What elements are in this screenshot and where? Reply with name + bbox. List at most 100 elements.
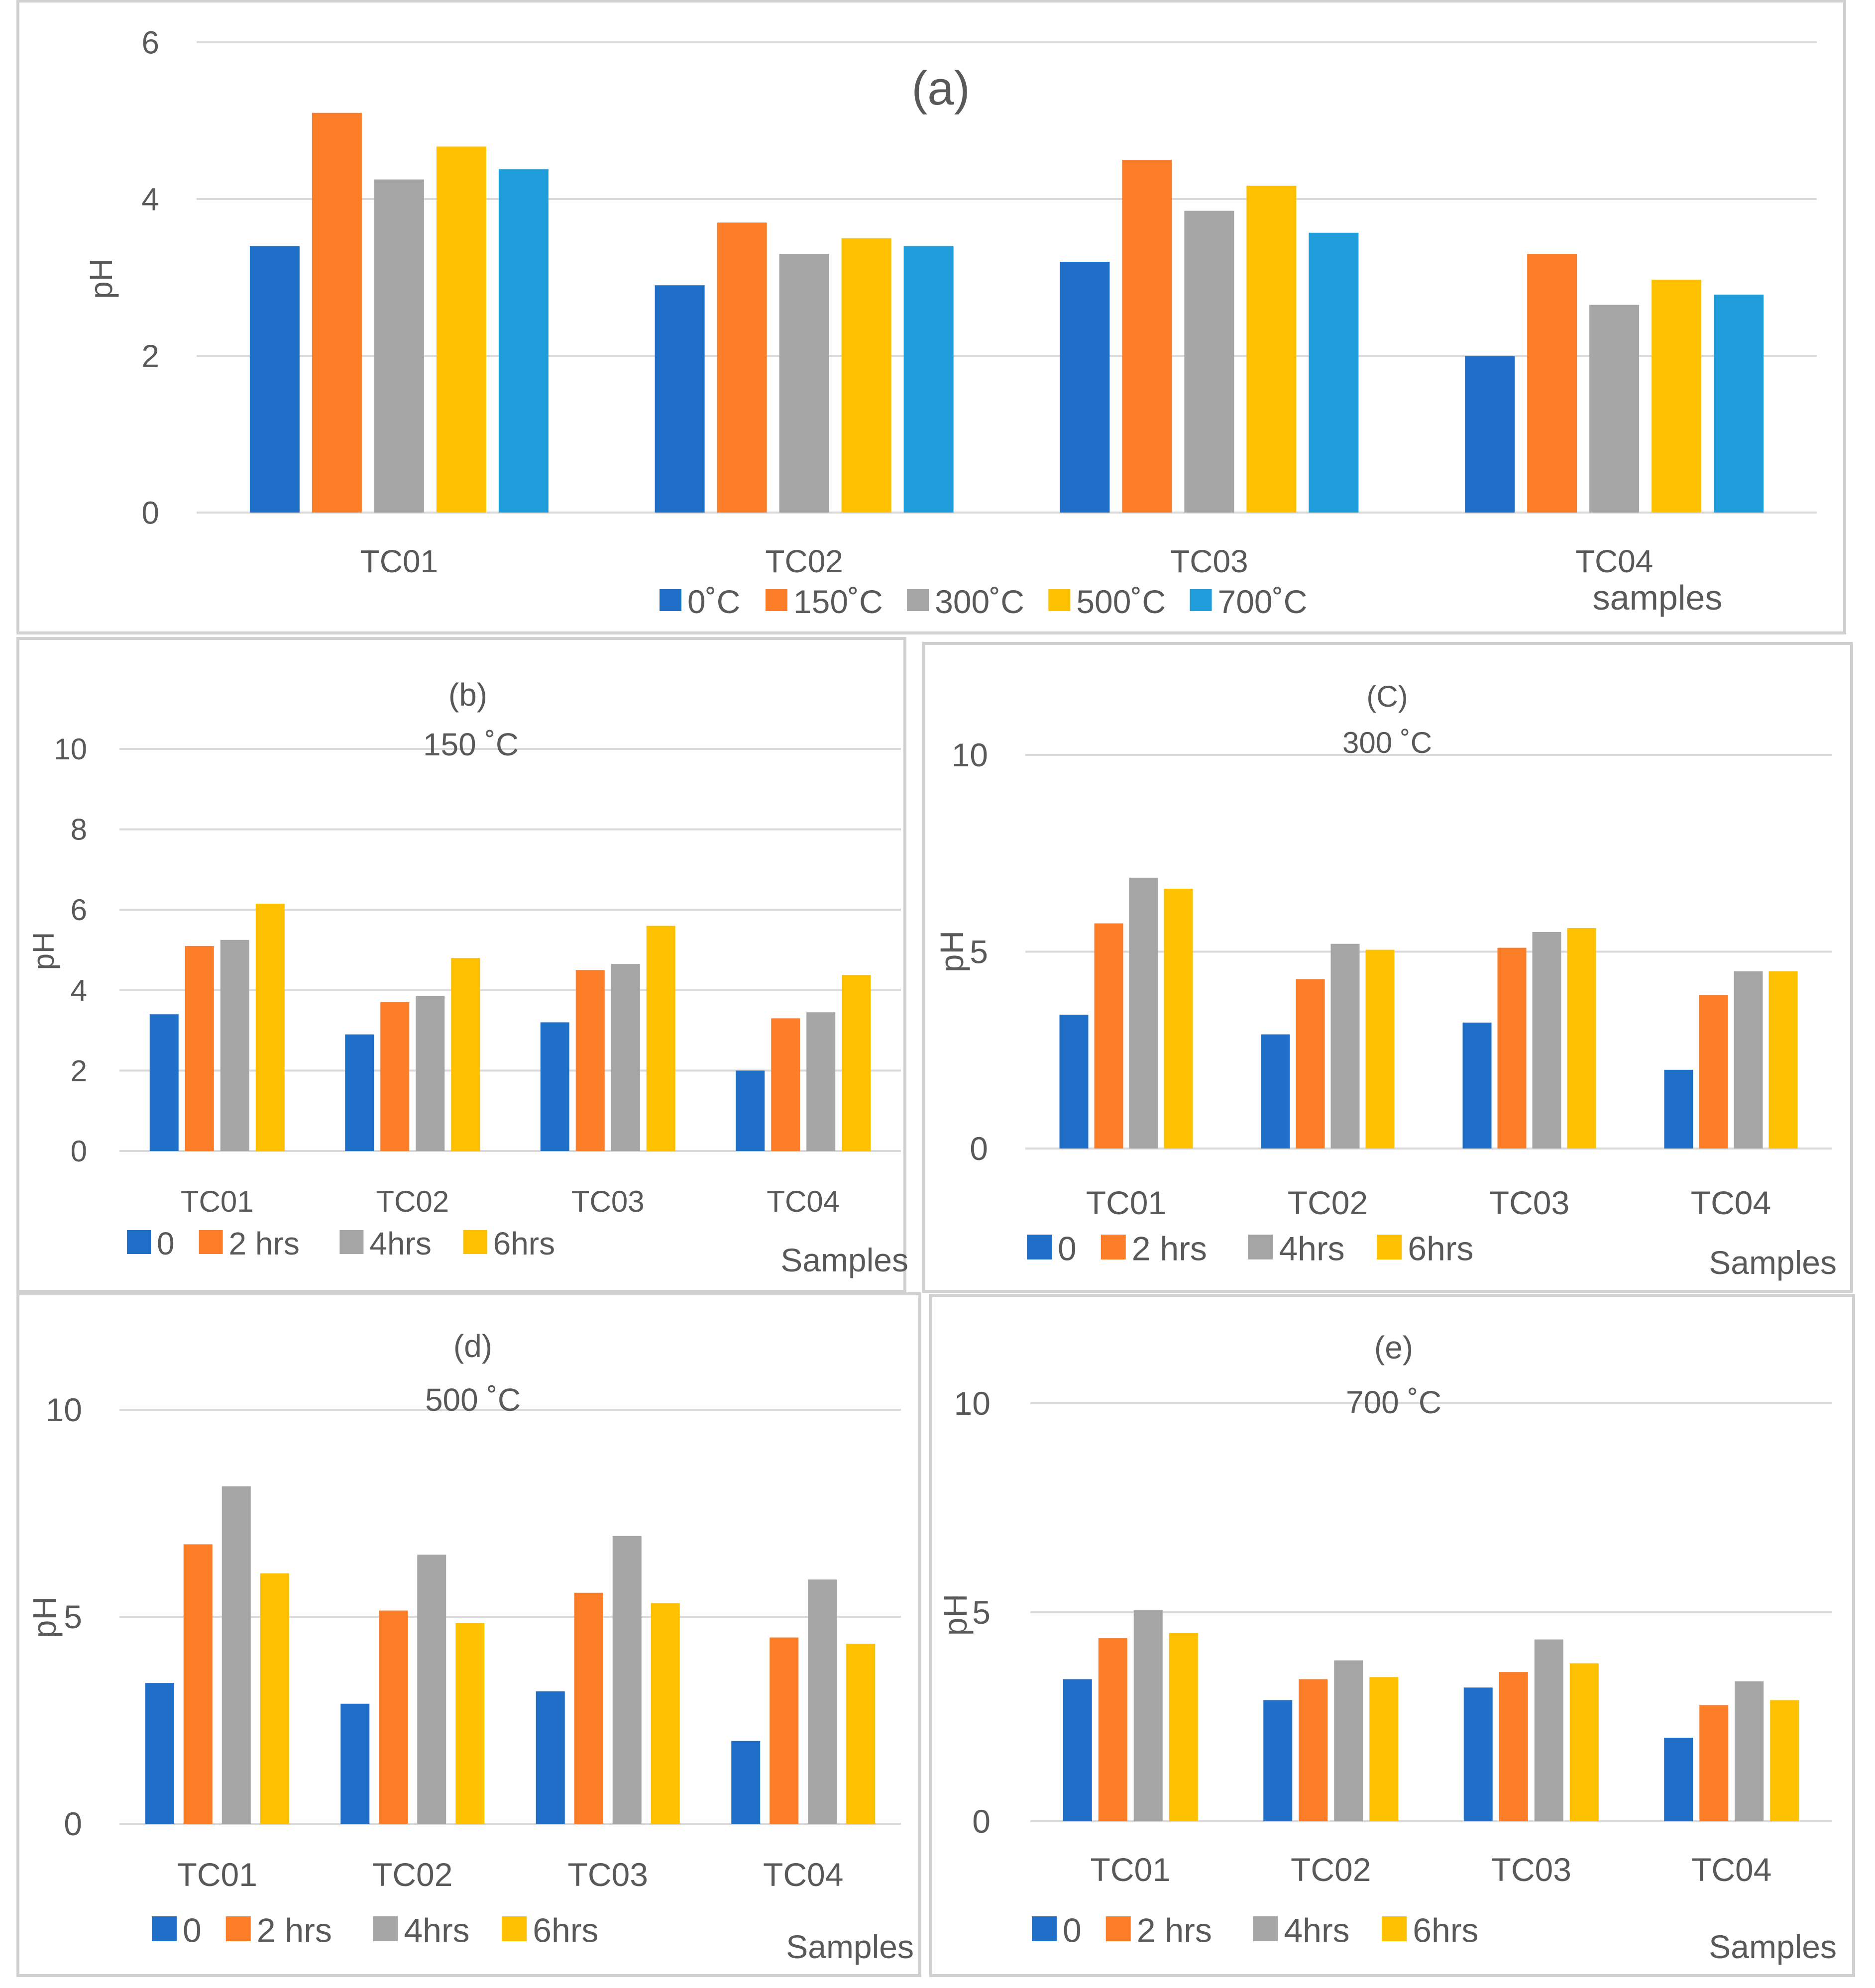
chart-subtitle: 150 ˚C [423, 727, 519, 762]
bar-tc02-2hrs [1296, 979, 1325, 1149]
legend: 0 2 hrs 4hrs 6hrs [152, 1911, 598, 1949]
bar-tc04-4hrs [806, 1012, 836, 1151]
legend: 0 2 hrs 4hrs 6hrs [1032, 1911, 1478, 1949]
panel-frame [922, 642, 1853, 1293]
y-tick-label: 6 [141, 24, 159, 60]
bar-tc03-500c [1246, 186, 1297, 513]
legend-swatch [199, 1230, 223, 1254]
y-tick-label: 4 [141, 181, 159, 217]
chart-title: (a) [911, 62, 970, 115]
legend-label: 700˚C [1218, 583, 1308, 620]
bar-tc03-6hrs [1567, 928, 1596, 1149]
legend-label: 4hrs [1284, 1911, 1349, 1949]
legend-swatch [1190, 589, 1212, 611]
legend-swatch [1377, 1235, 1402, 1259]
legend-swatch [1032, 1916, 1057, 1941]
y-tick-label: 6 [71, 893, 87, 927]
bar-tc04-0 [736, 1070, 765, 1151]
legend-swatch [373, 1916, 398, 1941]
legend-swatch [1382, 1916, 1407, 1941]
x-category-label: TC01 [177, 1856, 257, 1893]
chart-e: 0 5 10 TC01 TC02 TC03 TC04 (e) 700 ˚C pH Samples 0 2… [929, 1294, 1855, 1977]
bar-tc01-0 [1063, 1679, 1092, 1821]
legend-swatch [152, 1916, 177, 1941]
bar-tc02-0 [345, 1034, 374, 1151]
legend-label: 0 [157, 1226, 175, 1261]
bar-tc01-2hrs [1094, 923, 1123, 1149]
bar-tc03-0 [1463, 1687, 1493, 1821]
bar-tc04-2hrs [770, 1637, 799, 1824]
y-tick-label: 10 [954, 1385, 991, 1422]
legend: 0˚C 150˚C 300˚C 500˚C 700˚C [660, 583, 1307, 620]
legend-label: 6hrs [493, 1226, 555, 1261]
legend-label: 4hrs [1279, 1230, 1344, 1267]
legend-label: 2 hrs [257, 1911, 332, 1949]
bar-tc02-500c [841, 238, 891, 513]
y-tick-label: 0 [71, 1135, 87, 1168]
bar-tc01-300c [374, 179, 424, 513]
bar-tc02-6hrs [1365, 949, 1395, 1149]
bar-tc03-150c [1122, 160, 1172, 513]
bar-tc02-0 [1263, 1700, 1293, 1821]
legend-label: 4hrs [404, 1911, 469, 1949]
legend-label: 0 [1058, 1230, 1077, 1267]
bar-tc04-0c [1465, 356, 1515, 513]
legend-label: 0˚C [687, 583, 740, 620]
x-axis-label: samples [1593, 578, 1723, 617]
x-category-label: TC03 [1491, 1851, 1571, 1888]
x-category-label: TC01 [1091, 1851, 1171, 1888]
bar-tc01-0c [249, 246, 300, 513]
bar-tc02-2hrs [379, 1610, 408, 1824]
y-tick-label: 4 [71, 974, 87, 1007]
bar-tc02-300c [779, 254, 829, 513]
legend: 0 2 hrs 4hrs 6hrs [1027, 1230, 1473, 1267]
bar-tc04-0 [731, 1741, 761, 1824]
bar-tc03-6hrs [651, 1603, 680, 1824]
legend-swatch [225, 1916, 251, 1941]
bar-tc02-4hrs [1334, 1660, 1363, 1821]
legend-swatch [463, 1230, 487, 1254]
x-category-label: TC04 [1575, 543, 1654, 579]
legend-label: 2 hrs [229, 1226, 300, 1261]
bar-tc01-0 [149, 1014, 179, 1151]
bar-tc04-0 [1664, 1069, 1693, 1149]
bar-tc03-700c [1309, 232, 1359, 513]
bar-tc02-6hrs [451, 958, 480, 1151]
bar-tc03-0 [540, 1022, 569, 1151]
bar-tc04-6hrs [1770, 1700, 1799, 1821]
legend-swatch [765, 589, 787, 611]
panel-frame [929, 1294, 1855, 1977]
legend-label: 500˚C [1076, 583, 1166, 620]
x-category-label: TC04 [767, 1185, 840, 1218]
x-axis-label: Samples [780, 1242, 908, 1278]
y-axis-label: pH [937, 1594, 974, 1636]
bar-tc03-2hrs [574, 1592, 603, 1824]
legend-label: 2 hrs [1137, 1911, 1212, 1949]
bar-tc03-4hrs [612, 1536, 642, 1824]
legend-label: 6hrs [1413, 1911, 1478, 1949]
bar-tc04-6hrs [1768, 971, 1798, 1149]
x-category-label: TC02 [765, 543, 843, 579]
bar-tc04-300c [1589, 305, 1640, 513]
bar-tc01-150c [312, 112, 362, 513]
x-category-label: TC01 [360, 543, 439, 579]
y-tick-label: 10 [46, 1391, 82, 1428]
panel-frame [16, 1292, 921, 1977]
y-tick-label: 2 [141, 338, 159, 374]
bar-tc02-0 [1261, 1034, 1290, 1149]
legend-label: 6hrs [1408, 1230, 1473, 1267]
chart-title: (b) [448, 677, 487, 713]
legend-swatch [127, 1230, 151, 1254]
bar-tc03-2hrs [1497, 947, 1527, 1149]
bar-tc01-0 [145, 1683, 174, 1824]
bar-tc02-6hrs [455, 1623, 485, 1824]
bar-tc01-2hrs [185, 945, 214, 1151]
bar-tc01-500c [436, 146, 486, 513]
chart-subtitle: 500 ˚C [425, 1382, 521, 1418]
legend-label: 2 hrs [1132, 1230, 1207, 1267]
legend-label: 0 [1063, 1911, 1082, 1949]
bar-tc02-4hrs [416, 996, 445, 1151]
y-tick-label: 0 [972, 1803, 991, 1840]
bar-tc01-6hrs [1169, 1633, 1198, 1821]
legend-swatch [1027, 1235, 1052, 1259]
